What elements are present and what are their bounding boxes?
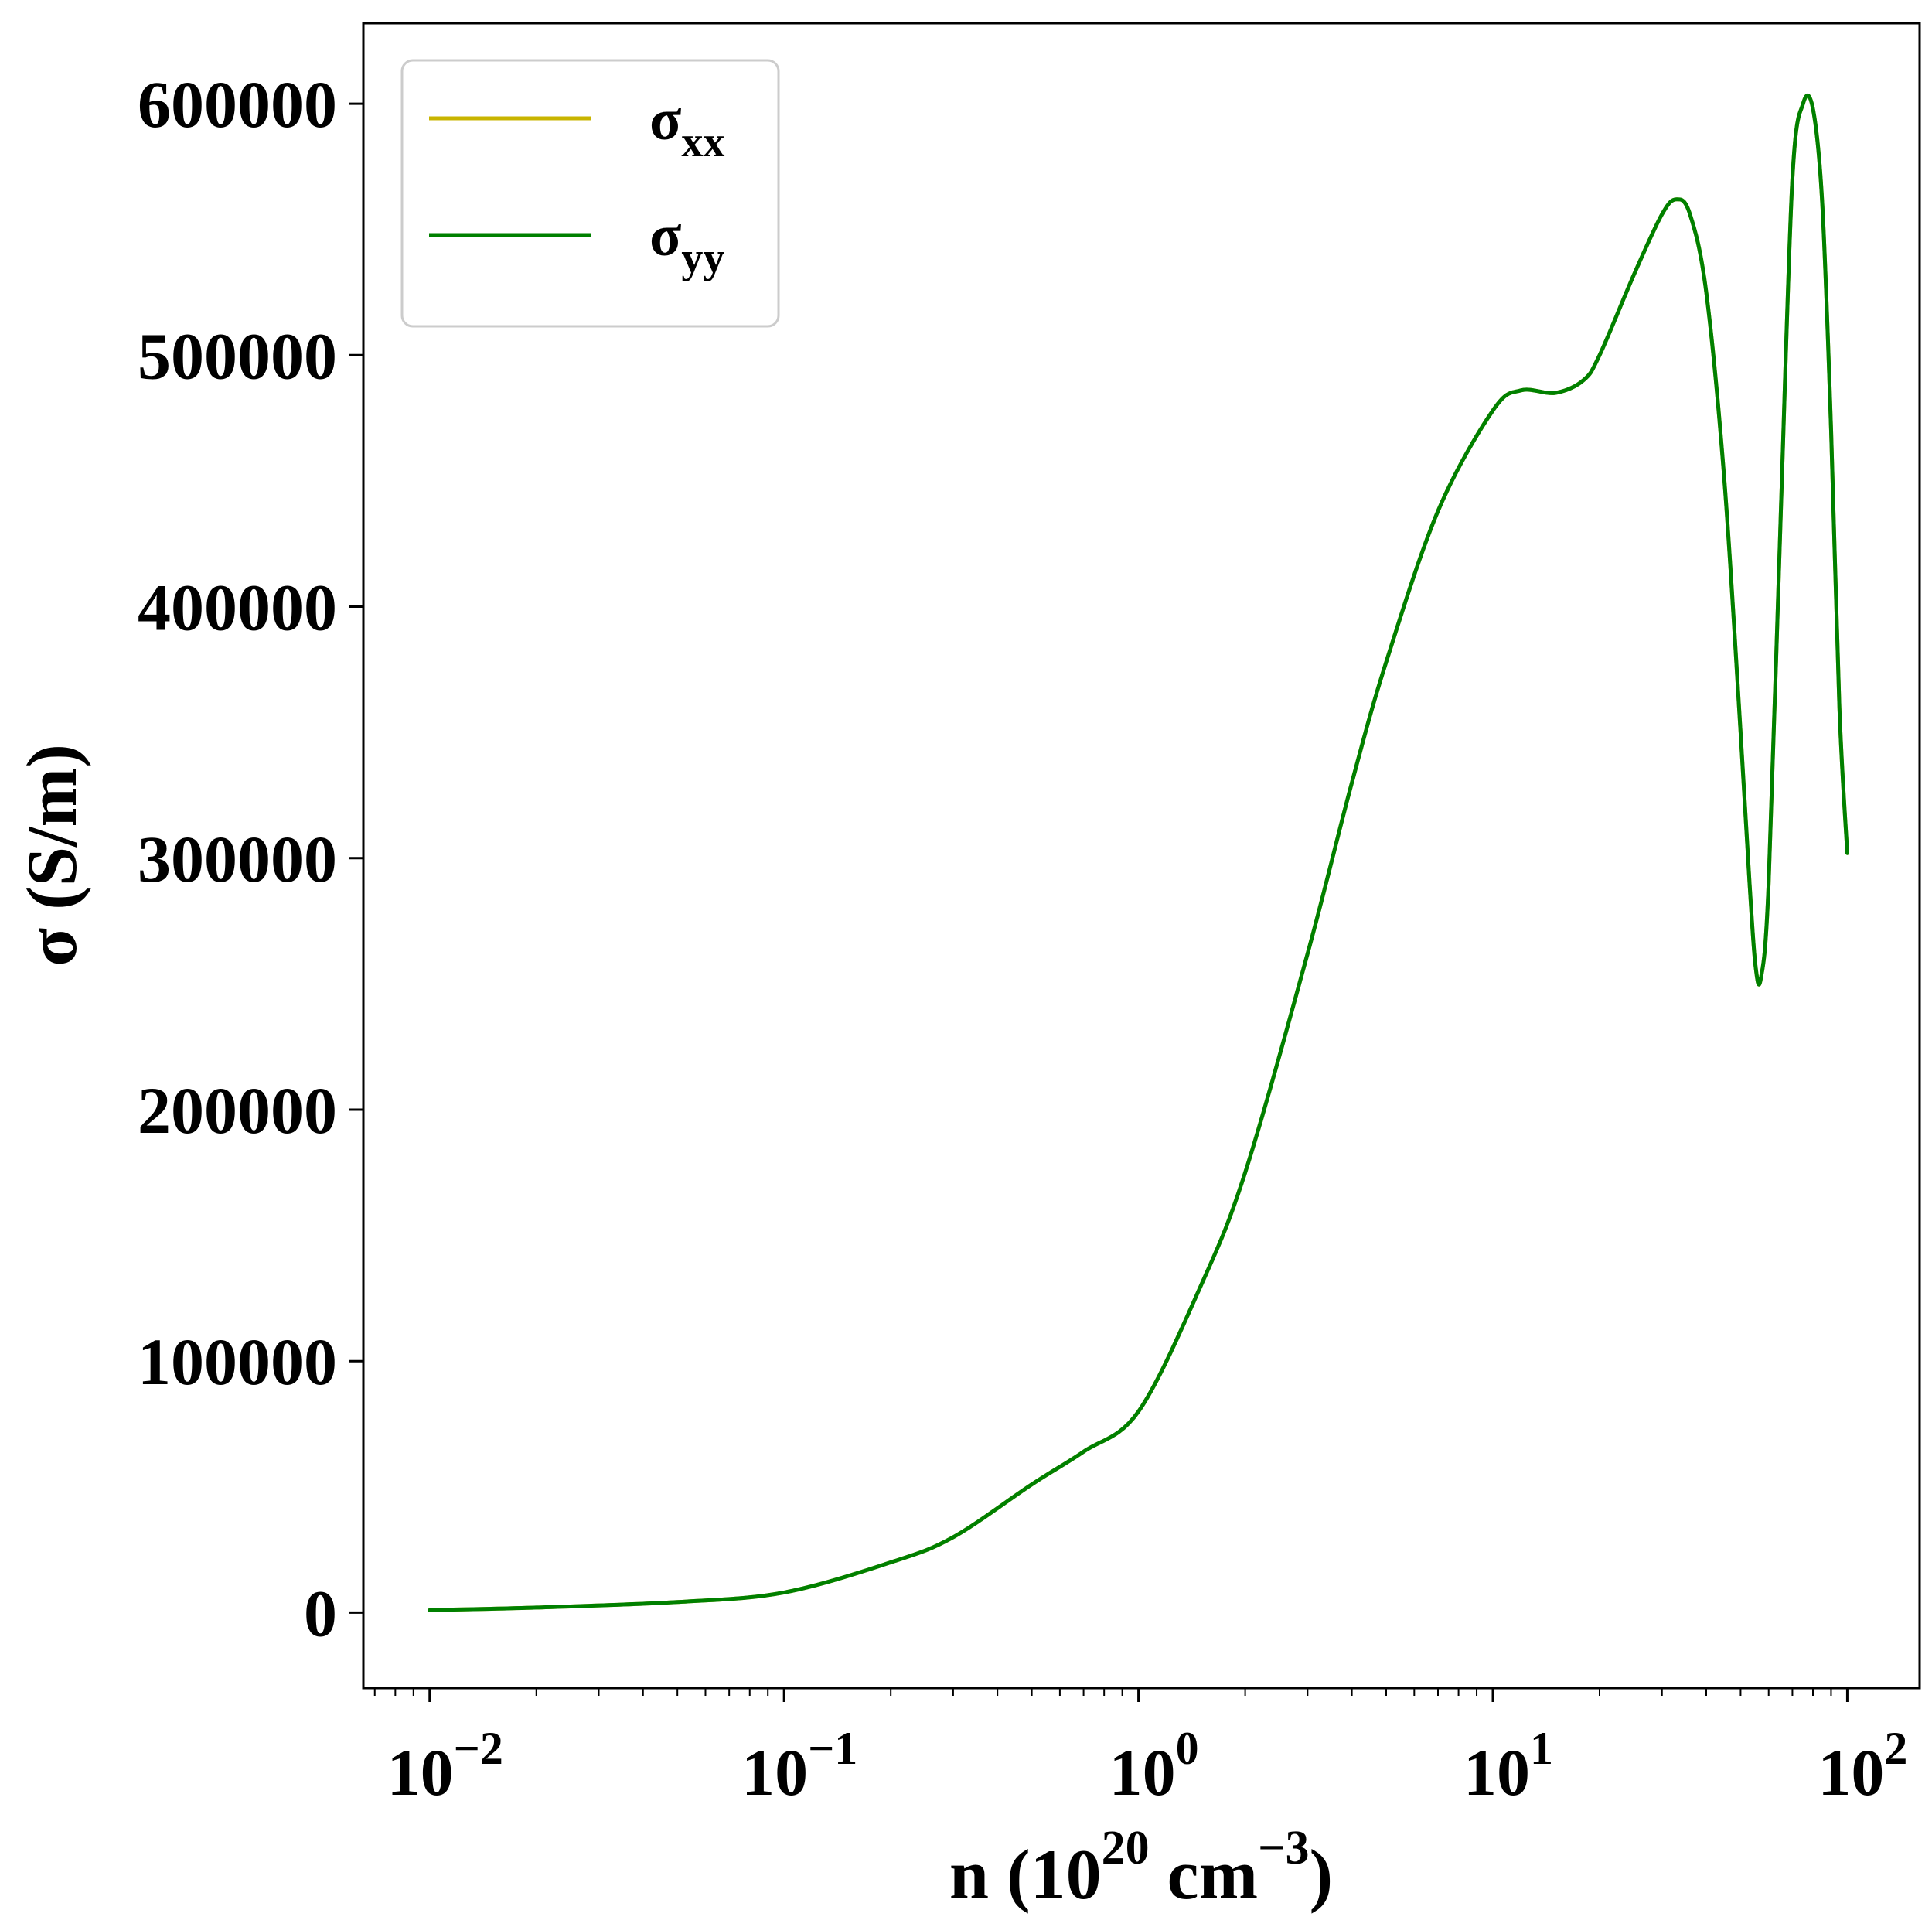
legend-label-sigma-xx: σxx: [649, 87, 724, 166]
y-tick-label: 300000: [138, 822, 337, 896]
y-tick-label: 500000: [138, 319, 337, 393]
y-axis-label: σ (S/m): [12, 744, 91, 967]
series-line-yy: [428, 94, 1849, 1612]
y-tick-label: 400000: [138, 571, 337, 645]
y-tick-label: 0: [304, 1576, 337, 1650]
x-axis-label: n (1020 cm−3): [949, 1822, 1333, 1914]
x-tick-label: 100: [1109, 1723, 1199, 1809]
legend-box: [400, 59, 780, 328]
y-axis-ticks: 0 100000 200000 300000 400000 500000 600000: [138, 67, 363, 1650]
x-tick-label: 10−2: [387, 1723, 503, 1809]
legend-label-sigma-yy: σyy: [649, 203, 724, 282]
series-layer: [428, 94, 1849, 1612]
x-tick-label: 10−1: [741, 1723, 857, 1809]
x-tick-label: 102: [1818, 1723, 1907, 1809]
legend: σxx σyy: [400, 59, 780, 328]
y-tick-label: 600000: [138, 67, 337, 142]
x-axis-ticks: 10−2 10−1 100 101 102: [373, 1688, 1907, 1809]
y-tick-label: 100000: [138, 1325, 337, 1399]
y-tick-label: 200000: [138, 1073, 337, 1148]
x-tick-label: 101: [1463, 1723, 1553, 1809]
